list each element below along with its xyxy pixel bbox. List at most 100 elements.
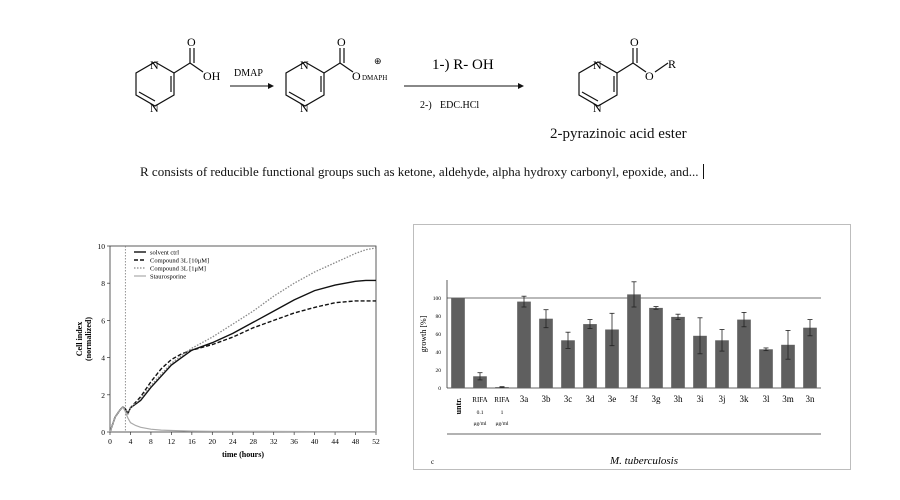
category-sublabel-unit: μg/ml	[473, 421, 487, 427]
x-tick-label: 16	[188, 437, 196, 446]
bar-3i	[693, 335, 707, 388]
x-tick-label: 52	[372, 437, 380, 446]
series-line-2	[109, 247, 377, 433]
atom-n-bottom-3: N	[593, 101, 602, 115]
category-label: 3a	[520, 394, 529, 404]
plot-area	[109, 245, 377, 433]
caption-text: R consists of reducible functional group…	[140, 164, 699, 179]
series-line-1	[109, 300, 376, 433]
category-label: 3f	[630, 394, 638, 404]
atom-o-minus: O	[352, 69, 361, 83]
category-label: 3l	[762, 394, 770, 404]
legend-entry-1: Compound 3L [10μM]	[150, 258, 209, 265]
reagent-dmap: DMAP	[234, 68, 263, 79]
x-tick-label: 8	[149, 437, 153, 446]
category-label: 3n	[806, 394, 816, 404]
growth-chart-frame	[413, 224, 851, 470]
y-tick-label: 6	[101, 316, 105, 325]
category-label: 3k	[740, 394, 750, 404]
category-label: 3i	[696, 394, 704, 404]
x-tick-label: 48	[352, 437, 360, 446]
y-axis-label: growth [%]	[419, 315, 428, 352]
bar-3l	[759, 349, 773, 388]
step-1-label: 1-) R- OH	[432, 57, 494, 73]
atom-o-ester: O	[645, 69, 654, 83]
atom-n-top-3: N	[593, 58, 602, 72]
group-label: M. tuberculosis	[609, 455, 678, 467]
atom-n-bottom: N	[150, 101, 159, 115]
bar-3e	[605, 329, 619, 388]
bar-3b	[539, 318, 553, 388]
bar-3c	[561, 340, 575, 388]
reaction-scheme: N N O OH DMAP N N O O ⊕ DMAPH 1-) R- OH …	[135, 35, 676, 115]
growth-bar-chart: 0 20 40 60 80 100 growth [%] untr. RIFA 0.1 μg/ml R…	[419, 280, 821, 467]
legend-entry-2: Compound 3L [1μM]	[150, 266, 206, 273]
y-tick-label: 10	[98, 242, 106, 251]
category-label: 3c	[564, 394, 573, 404]
bar-3a	[517, 301, 531, 388]
corner-mark: c	[431, 458, 434, 466]
legend-entry-3: Staurosporine	[150, 274, 186, 281]
bar-3m	[781, 344, 795, 388]
atom-n-bottom-2: N	[300, 101, 309, 115]
y-tick-label: 80	[436, 314, 442, 320]
x-tick-label: 12	[168, 437, 176, 446]
atom-o: O	[187, 35, 196, 49]
series-line-3	[109, 405, 376, 433]
bar-3d	[583, 324, 597, 388]
category-label: 3b	[542, 394, 552, 404]
atom-oh: OH	[203, 69, 221, 83]
category-sublabel-value: 1	[501, 410, 504, 416]
category-sublabel-value: 0.1	[477, 410, 484, 416]
bar-3g	[649, 307, 663, 388]
category-label: 3h	[674, 394, 684, 404]
y-tick-label: 40	[436, 350, 442, 356]
y-tick-label: 2	[101, 391, 105, 400]
series-line-0	[109, 279, 376, 433]
x-tick-label: 36	[290, 437, 298, 446]
x-tick-label: 32	[270, 437, 278, 446]
y-axis-label-line1: Cell index	[75, 322, 84, 356]
bar-3k	[737, 319, 751, 388]
category-label: RIFA	[472, 396, 487, 404]
x-tick-label: 20	[209, 437, 217, 446]
x-tick-label: 44	[331, 437, 339, 446]
x-tick-label: 0	[108, 437, 112, 446]
scheme-caption: R consists of reducible functional group…	[140, 164, 704, 180]
legend-entry-0: solvent ctrl	[150, 250, 179, 257]
category-label: 3m	[782, 394, 794, 404]
bar-untr.	[451, 298, 465, 388]
product-name: 2-pyrazinoic acid ester	[550, 126, 687, 142]
x-tick-label: 4	[129, 437, 133, 446]
reagent-edc: EDC.HCl	[440, 100, 479, 111]
y-tick-label: 0	[438, 386, 441, 392]
molecule-carboxylate	[285, 48, 354, 107]
x-axis-label: time (hours)	[222, 450, 264, 459]
bar-3f	[627, 294, 641, 388]
y-tick-label: 4	[101, 354, 105, 363]
category-label: RIFA	[494, 396, 509, 404]
category-label: 3j	[718, 394, 725, 404]
category-label: untr.	[454, 398, 463, 414]
bar-3h	[671, 316, 685, 388]
category-label: 3d	[586, 394, 596, 404]
y-tick-label: 20	[436, 368, 442, 374]
y-tick-label: 60	[436, 332, 442, 338]
atom-o-2: O	[337, 35, 346, 49]
x-tick-label: 28	[249, 437, 257, 446]
bar-3j	[715, 340, 729, 388]
category-sublabel-unit: μg/ml	[495, 421, 509, 427]
atom-r: R	[668, 57, 676, 71]
category-label: 3g	[652, 394, 662, 404]
y-axis-label-line2: (normalized)	[84, 317, 93, 361]
y-axis-label: Cell index(normalized)	[75, 317, 93, 361]
step-2-label: 2-)	[420, 100, 432, 111]
x-tick-label: 24	[229, 437, 237, 446]
atom-n-top: N	[150, 58, 159, 72]
bar-3n	[803, 327, 817, 388]
bar-RIFA	[473, 376, 487, 388]
y-tick-label: 100	[433, 296, 442, 302]
y-tick-label: 0	[101, 428, 105, 437]
atom-n-top-2: N	[300, 58, 309, 72]
molecule-pyrazinoic-acid	[135, 48, 204, 107]
